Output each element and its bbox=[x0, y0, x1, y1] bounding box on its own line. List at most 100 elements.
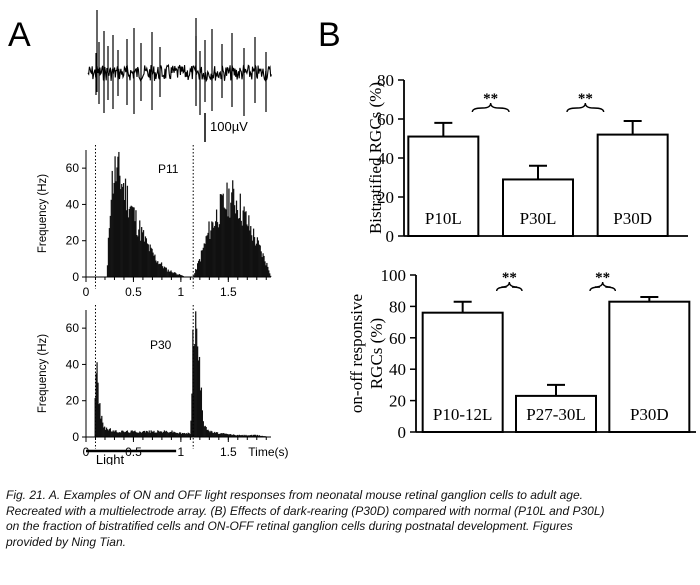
histogram-bar bbox=[197, 260, 200, 277]
histogram-bar bbox=[231, 435, 233, 437]
histogram-bar bbox=[128, 208, 130, 277]
histogram-bar bbox=[134, 221, 136, 277]
histogram-bar bbox=[221, 195, 223, 277]
histogram-bar bbox=[159, 263, 161, 277]
histogram-bar bbox=[111, 431, 113, 437]
histogram-bar bbox=[256, 237, 259, 277]
histogram-bar bbox=[197, 263, 199, 277]
histogram-bar bbox=[235, 435, 238, 437]
histogram-bar bbox=[175, 432, 177, 437]
histogram-bar bbox=[120, 189, 122, 277]
histogram-bar bbox=[126, 185, 129, 277]
histogram-bar bbox=[180, 275, 183, 277]
histogram-bar bbox=[249, 435, 251, 437]
histogram-bar bbox=[125, 210, 128, 277]
histogram-bar bbox=[228, 434, 230, 437]
x-tick-label: 1.5 bbox=[220, 445, 237, 459]
histogram-bar bbox=[104, 426, 106, 437]
histogram-bar bbox=[156, 262, 158, 277]
histogram-bar bbox=[231, 192, 233, 277]
histogram-bar bbox=[179, 432, 182, 437]
y-tick-label: 0 bbox=[72, 270, 79, 284]
histogram-bar bbox=[224, 208, 226, 277]
histogram-bar bbox=[250, 434, 252, 437]
histogram-bar bbox=[116, 432, 118, 437]
histogram-bar bbox=[215, 432, 217, 437]
histogram-bar bbox=[150, 247, 152, 277]
histogram-bar bbox=[234, 435, 237, 437]
histogram-bar bbox=[176, 274, 178, 277]
histogram-bar bbox=[166, 271, 168, 277]
bar-label: P10-12L bbox=[433, 405, 493, 424]
histogram-bar bbox=[189, 434, 191, 437]
histogram-bar bbox=[247, 435, 249, 437]
histogram-bar bbox=[237, 218, 240, 277]
histogram-bar bbox=[110, 431, 112, 437]
histogram-bar bbox=[201, 410, 203, 437]
histogram-bar bbox=[252, 435, 254, 437]
scale-bar-label: 100µV bbox=[210, 119, 248, 134]
histogram-bar bbox=[248, 435, 250, 437]
histogram-bar bbox=[251, 235, 253, 277]
histogram-bar bbox=[218, 224, 221, 277]
x-tick-label: 0 bbox=[83, 285, 90, 299]
y-tick-label: 100 bbox=[381, 266, 407, 285]
histogram-bar bbox=[136, 235, 138, 277]
histogram-bar bbox=[118, 432, 120, 437]
histogram-bar bbox=[270, 275, 272, 277]
histogram-bar bbox=[195, 311, 197, 437]
histogram-bar bbox=[196, 328, 198, 437]
histogram-bar bbox=[180, 433, 183, 437]
x-tick-label: 1.5 bbox=[220, 285, 237, 299]
histogram-bar bbox=[258, 435, 260, 437]
histogram-bar bbox=[111, 170, 113, 277]
histogram-bar bbox=[215, 432, 218, 437]
histogram-bar bbox=[223, 207, 225, 277]
x-axis-label: Time(s) bbox=[248, 445, 288, 459]
histogram-bar bbox=[177, 432, 179, 437]
histogram-bar bbox=[141, 227, 143, 277]
histogram-bar bbox=[171, 430, 173, 437]
histogram-bar bbox=[219, 433, 222, 437]
histogram-bar bbox=[123, 432, 126, 437]
histogram-bar bbox=[170, 431, 172, 437]
histogram-bar bbox=[175, 273, 177, 277]
histogram-bar bbox=[108, 429, 111, 437]
histogram-bar bbox=[160, 263, 162, 277]
y-tick-label: 60 bbox=[66, 321, 80, 335]
histogram-bar bbox=[207, 232, 209, 277]
histogram-bar bbox=[156, 432, 158, 437]
histogram-bar bbox=[257, 240, 259, 277]
histogram-bar bbox=[155, 260, 157, 277]
bar bbox=[515, 394, 597, 434]
histogram-bar bbox=[123, 200, 126, 277]
histogram-bar bbox=[225, 433, 227, 437]
histogram-bar bbox=[171, 272, 173, 277]
histogram-bar bbox=[225, 209, 227, 277]
histogram-bar bbox=[199, 261, 202, 277]
y-tick-label: 40 bbox=[377, 149, 394, 168]
histogram-bar bbox=[133, 431, 135, 437]
histogram-bar bbox=[106, 429, 109, 437]
histogram-bar bbox=[181, 432, 184, 437]
histogram-bar bbox=[155, 432, 157, 437]
y-tick-label: 0 bbox=[386, 227, 395, 246]
histogram-bar bbox=[95, 373, 97, 437]
histogram-bar bbox=[176, 432, 178, 437]
bar bbox=[502, 178, 574, 237]
histogram-bar bbox=[166, 431, 168, 437]
histogram-bar bbox=[259, 245, 261, 277]
histogram-bar bbox=[185, 433, 187, 437]
histogram-bar bbox=[210, 430, 212, 437]
histogram-bar bbox=[253, 237, 256, 277]
histogram-bar bbox=[151, 248, 153, 277]
histogram-bar bbox=[114, 156, 116, 277]
significance-brace bbox=[495, 281, 523, 292]
histogram-bar bbox=[233, 188, 235, 277]
histogram-bar bbox=[239, 193, 241, 277]
histogram-bar bbox=[211, 431, 213, 437]
histogram-bar bbox=[119, 175, 121, 277]
histogram-bar bbox=[255, 435, 258, 437]
histogram-bar bbox=[229, 217, 231, 277]
histogram-bar bbox=[216, 222, 219, 277]
